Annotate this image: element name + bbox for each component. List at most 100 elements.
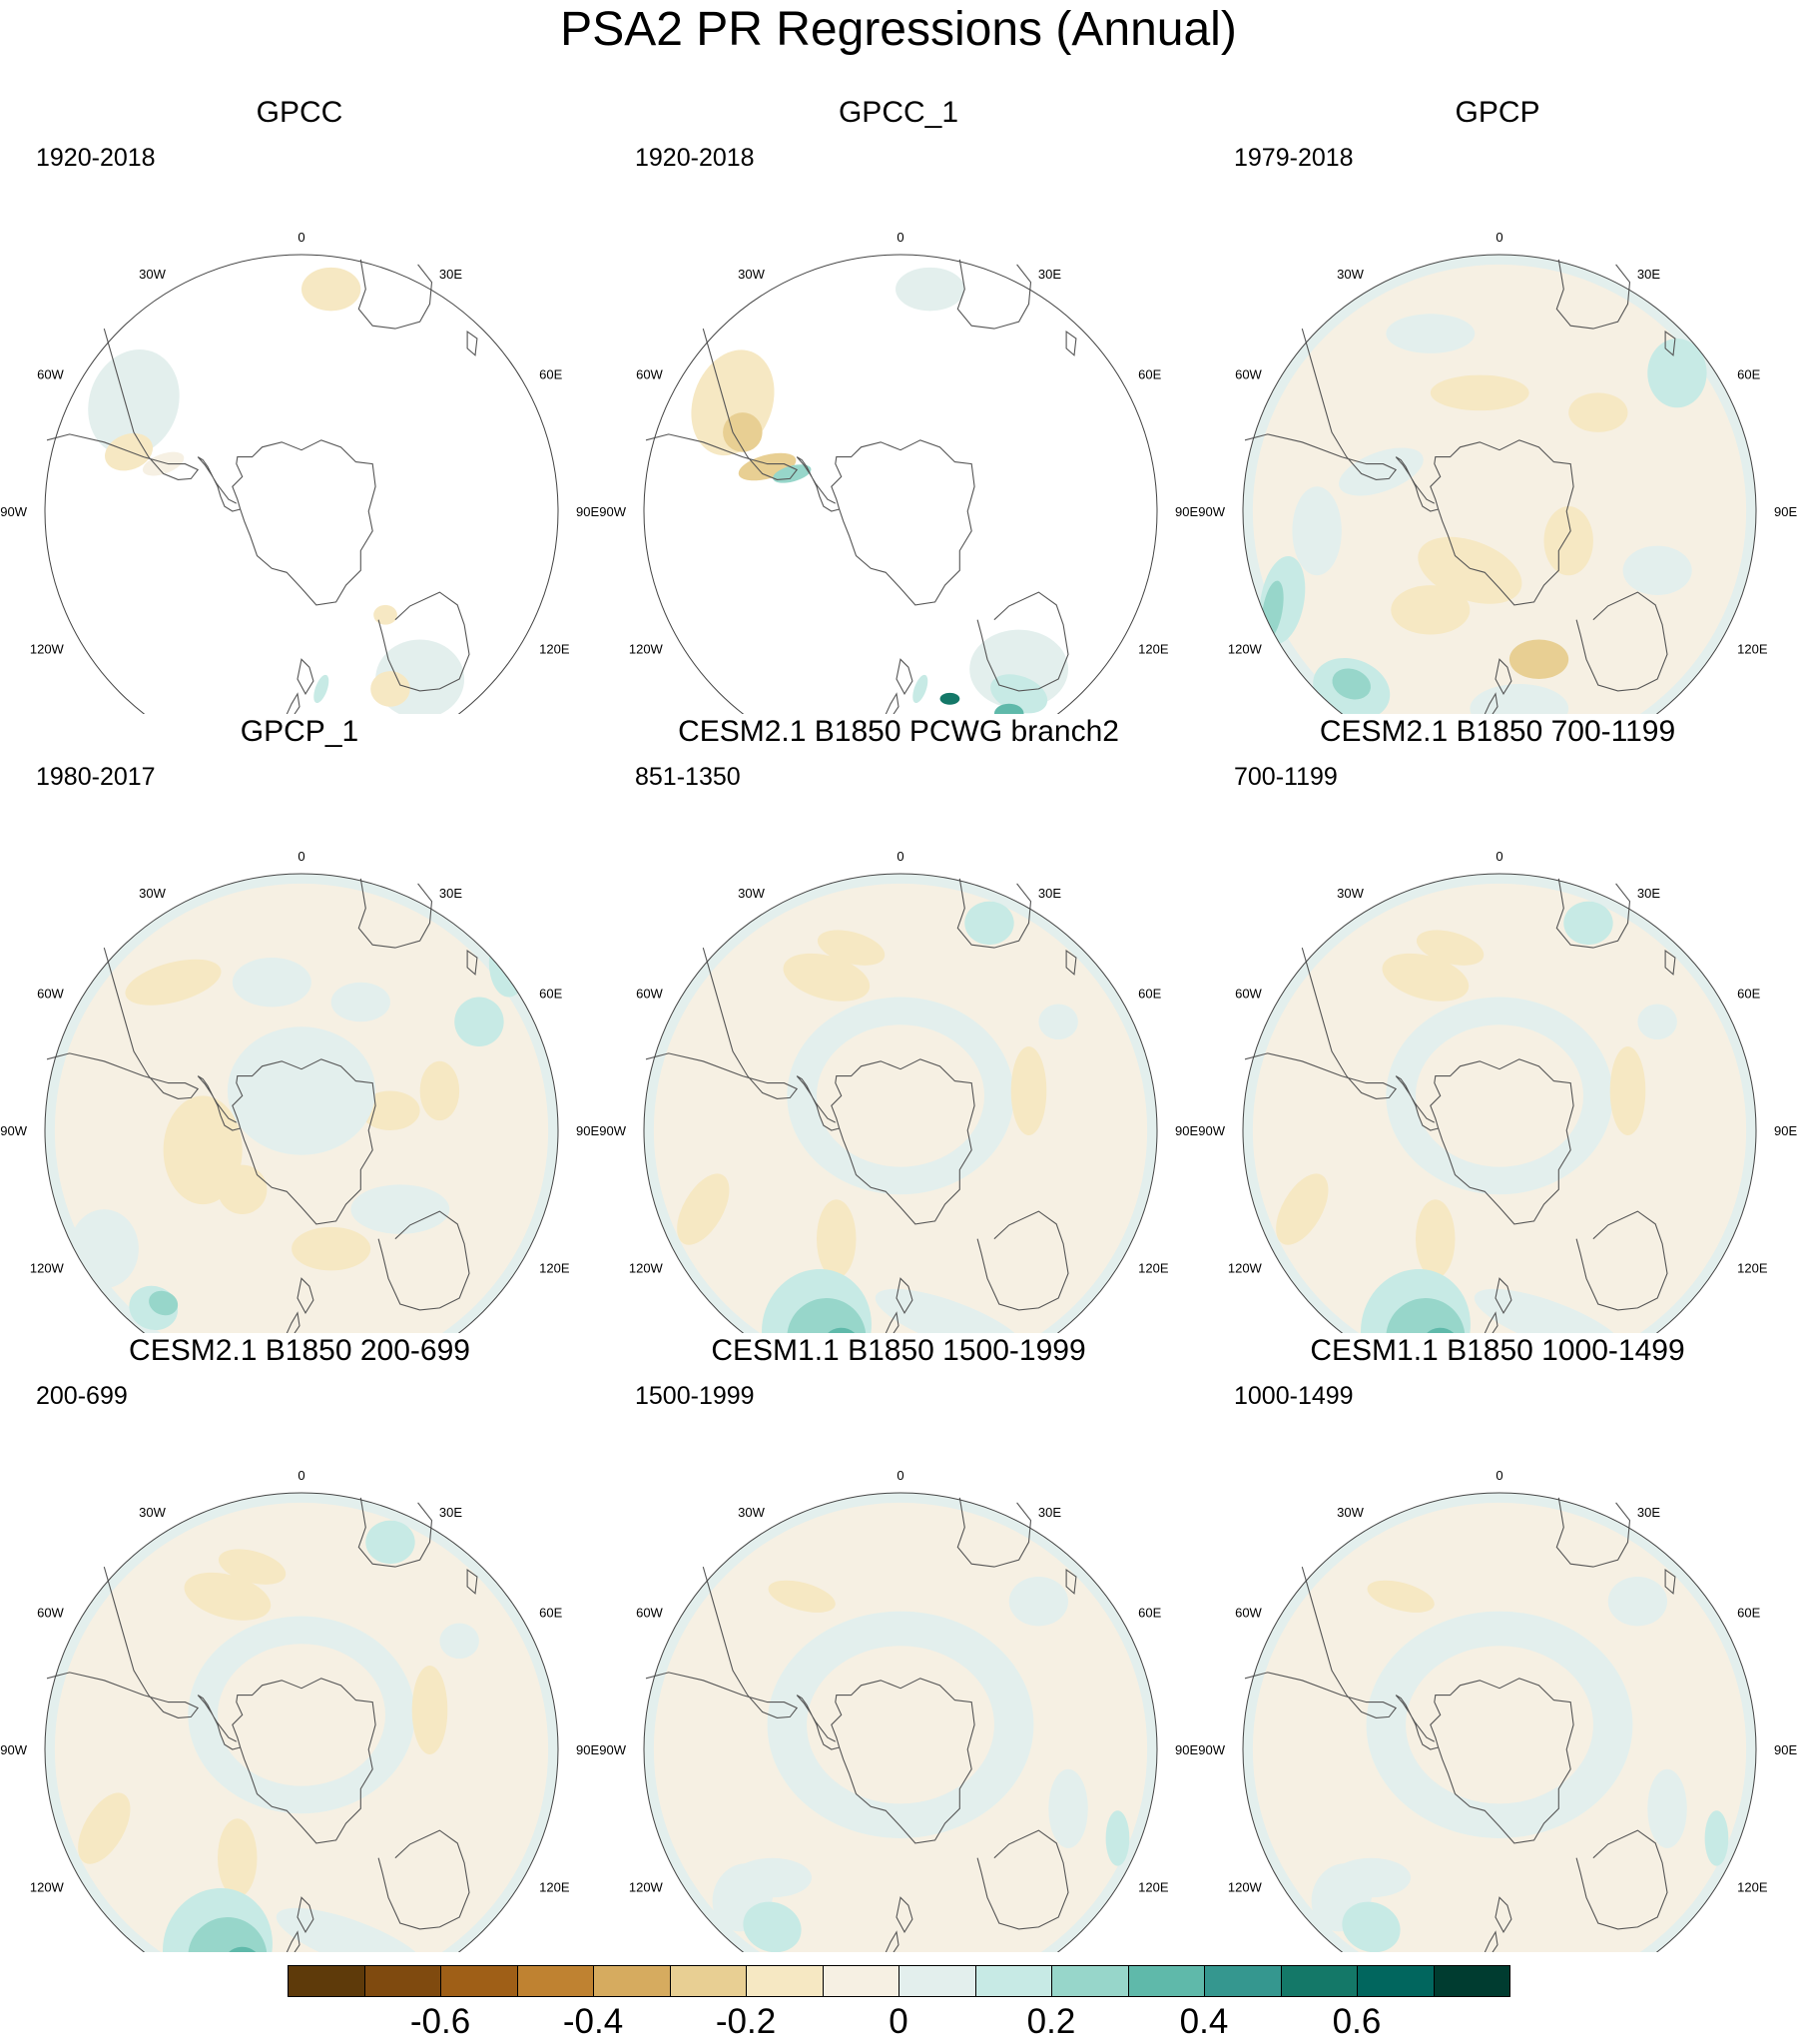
colorbar-swatch (440, 1965, 518, 1997)
colorbar-swatch (1280, 1965, 1358, 1997)
regression-shading (1243, 1493, 1756, 1952)
anomaly-contour (330, 982, 390, 1022)
longitude-label: 30W (139, 267, 166, 282)
map-panel: 030E60E90E120E150E180150W120W90W60W30WGP… (0, 714, 599, 1333)
anomaly-contour (677, 1173, 730, 1245)
regression-shading (45, 874, 558, 1333)
panel-period: 1979-2018 (1234, 144, 1354, 172)
anomaly-contour (964, 901, 1014, 946)
anomaly-contour (217, 1818, 258, 1898)
colorbar-tick-label: 0.6 (1332, 2002, 1382, 2041)
anomaly-contour (990, 674, 1048, 714)
colorbar-tick-label: -0.4 (562, 2002, 624, 2041)
colorbar-tick-label: 0.4 (1179, 2002, 1229, 2041)
australia-coastline (377, 1829, 470, 1930)
map-panel: 030E60E90E120E150E180150W120W90W60W30WCE… (599, 1333, 1198, 1952)
longitude-label: 60E (1737, 987, 1760, 1002)
longitude-label: 90E (576, 1123, 599, 1138)
coastlines (645, 259, 1077, 714)
madagascar-coastline (466, 1569, 478, 1595)
longitude-label: 60E (1138, 987, 1161, 1002)
colorbar-tick-label: -0.2 (715, 2002, 777, 2041)
anomaly-contour (301, 267, 361, 312)
longitude-label: 90W (1198, 1123, 1225, 1138)
longitude-label: 30E (439, 886, 462, 901)
longitude-label: 30W (738, 886, 765, 901)
south-america-coastline (645, 328, 799, 480)
longitude-label: 30W (139, 886, 166, 901)
antarctic-peninsula-coastline (1395, 1695, 1439, 1750)
longitude-label: 60W (37, 1606, 64, 1621)
anomaly-contour (142, 451, 185, 476)
anomaly-contour (1607, 1577, 1668, 1627)
coastlines (1244, 1497, 1676, 1952)
anomaly-contour (768, 1580, 836, 1613)
longitude-label: 120W (629, 1261, 664, 1276)
anomaly-contour (419, 1060, 460, 1121)
panel-title: CESM1.1 B1850 1500-1999 (711, 1334, 1086, 1367)
anomaly-contour (723, 412, 763, 452)
anomaly-contour (939, 692, 960, 705)
longitude-label: 30E (439, 1505, 462, 1520)
panel-period: 1500-1999 (635, 1382, 755, 1410)
anomaly-contour (1563, 901, 1613, 946)
anomaly-contour (1332, 668, 1371, 700)
australia-coastline (976, 591, 1069, 692)
panel-period: 200-699 (36, 1382, 128, 1410)
anomaly-contour (743, 1901, 802, 1952)
longitude-label: 90E (1774, 504, 1797, 519)
new-zealand-coastline (297, 658, 314, 696)
anomaly-contour (807, 1646, 994, 1804)
new-zealand-coastline (896, 1896, 913, 1934)
panel-title: CESM1.1 B1850 1000-1499 (1310, 1334, 1685, 1367)
map-panel: 030E60E90E120E150E180150W120W90W60W30WCE… (0, 1333, 599, 1952)
antarctica-coastline (831, 1678, 975, 1844)
map-panel: 030E60E90E120E150E180150W120W90W60W30WGP… (0, 95, 599, 714)
madagascar-coastline (466, 950, 478, 976)
longitude-label: 60E (1138, 367, 1161, 382)
antarctic-peninsula-coastline (197, 1075, 241, 1131)
map-panel: 030E60E90E120E150E180150W120W90W60W30WCE… (1198, 1333, 1797, 1952)
anomaly-contour (1276, 1173, 1329, 1245)
anomaly-contour (1252, 264, 1747, 714)
longitude-label: 60W (636, 987, 663, 1002)
colorbar-swatch (1433, 1965, 1510, 1997)
longitude-label: 30E (1637, 886, 1660, 901)
australia-coastline (1575, 1829, 1668, 1930)
map-boundary (1242, 1492, 1757, 1952)
map-boundary (44, 254, 559, 714)
south-america-coastline (1244, 947, 1398, 1099)
anomaly-contour (439, 1623, 479, 1660)
anomaly-contour (1637, 1004, 1677, 1040)
polar-map: 030E60E90E120E150E180150W120W90W60W30W (0, 230, 599, 714)
australia-coastline (377, 1210, 470, 1311)
longitude-label: 30E (1038, 267, 1061, 282)
anomaly-contour (1105, 1810, 1130, 1866)
longitude-label: 30W (738, 267, 765, 282)
anomaly-contour (1342, 1901, 1401, 1952)
colorbar-swatch (746, 1965, 824, 1997)
anomaly-contour (88, 348, 180, 456)
panel-title: CESM2.1 B1850 PCWG branch2 (678, 715, 1119, 748)
map-boundary (643, 254, 1158, 714)
panel-title: GPCC_1 (838, 96, 959, 129)
anomaly-contour (1415, 1024, 1584, 1167)
longitude-label: 120W (30, 1880, 65, 1895)
longitude-label: 90E (1774, 1742, 1797, 1757)
new-zealand-coastline (286, 1311, 300, 1333)
colorbar-swatch (516, 1965, 594, 1997)
madagascar-coastline (1065, 950, 1077, 976)
antarctica-coastline (1430, 1678, 1574, 1844)
south-america-coastline (1244, 328, 1398, 480)
colorbar-swatch (593, 1965, 671, 1997)
new-zealand-coastline (286, 1930, 300, 1952)
madagascar-coastline (1664, 331, 1676, 356)
anomaly-contour (350, 1184, 450, 1234)
longitude-label: 30W (1337, 267, 1364, 282)
colorbar-swatch (1127, 1965, 1205, 1997)
polar-map: 030E60E90E120E150E180150W120W90W60W30W (1198, 849, 1797, 1333)
anomaly-contour (912, 674, 928, 704)
colorbar-tick-label: -0.6 (409, 2002, 471, 2041)
anomaly-contour (1292, 486, 1342, 576)
australia-coastline (1575, 591, 1668, 692)
